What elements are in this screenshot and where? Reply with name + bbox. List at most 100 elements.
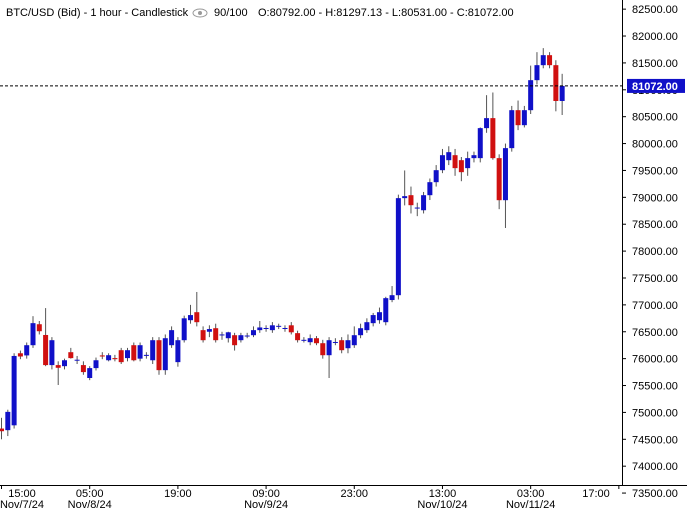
candle-body <box>421 195 427 211</box>
candle-body <box>49 340 55 366</box>
y-tick-label: 74500.00 <box>632 434 678 446</box>
candle-body <box>276 325 282 327</box>
candle-body <box>301 339 307 341</box>
counter: 90/100 <box>214 7 248 19</box>
candle-body <box>471 155 477 159</box>
y-tick-label: 77000.00 <box>632 300 678 312</box>
y-tick-label: 77500.00 <box>632 273 678 285</box>
plot-area <box>0 48 622 440</box>
candle-body <box>118 350 124 363</box>
candle-body <box>124 350 130 359</box>
candle-body <box>181 318 187 341</box>
candle-body <box>458 160 464 173</box>
candle-body <box>194 312 200 323</box>
candle-body <box>175 340 181 363</box>
candle-body <box>17 353 23 357</box>
candle-body <box>395 198 401 296</box>
y-tick-label: 80000.00 <box>632 139 678 151</box>
candle-body <box>370 315 376 324</box>
y-tick-label: 82500.00 <box>632 4 678 16</box>
y-tick-label: 82000.00 <box>632 31 678 43</box>
candle-body <box>540 55 546 66</box>
candle-body <box>313 338 319 344</box>
candle-body <box>68 352 74 359</box>
candle-body <box>351 335 357 346</box>
candle-body <box>452 155 458 169</box>
candle-body <box>521 110 527 126</box>
candle-body <box>263 327 269 329</box>
last-price-label: 81072.00 <box>632 81 678 93</box>
candle-body <box>332 341 338 343</box>
candle-body <box>414 207 420 209</box>
candle-body <box>55 365 61 368</box>
candle-body <box>515 110 521 126</box>
last-price-box <box>627 78 685 93</box>
candle-body <box>162 338 168 371</box>
x-tick-label: 15:00 <box>8 488 36 500</box>
date-tick-label: Nov/9/24 <box>244 499 288 511</box>
candle-body <box>433 170 439 183</box>
date-tick-label: Nov/10/24 <box>417 499 467 511</box>
candle-body <box>295 333 301 341</box>
eye-icon <box>192 8 208 18</box>
x-tick-label: 17:00 <box>582 488 610 500</box>
candle-body <box>376 312 382 321</box>
candle-body <box>93 360 99 369</box>
candle-body <box>402 196 408 199</box>
candle-body <box>238 335 244 341</box>
candle-body <box>131 345 137 361</box>
chart-title: BTC/USD (Bid) - 1 hour - Candlestick <box>6 7 189 19</box>
candle-body <box>534 65 540 81</box>
candle-body <box>345 340 351 349</box>
candle-body <box>446 152 452 161</box>
y-tick-label: 79000.00 <box>632 192 678 204</box>
candle-body <box>502 148 508 201</box>
candle-body <box>427 182 433 196</box>
candle-body <box>143 354 149 356</box>
candle-body <box>383 298 389 323</box>
candle-body <box>553 65 559 101</box>
candle-body <box>269 325 275 331</box>
y-tick-label: 73500.00 <box>632 488 678 500</box>
y-tick-label: 81500.00 <box>632 58 678 70</box>
candle-body <box>5 411 11 431</box>
y-tick-label: 79500.00 <box>632 165 678 177</box>
y-tick-label: 78000.00 <box>632 246 678 258</box>
candle-body <box>257 327 263 331</box>
y-tick-label: 76000.00 <box>632 354 678 366</box>
candle-body <box>213 328 219 341</box>
candle-body <box>80 365 86 373</box>
y-axis: 82500.0082000.0081500.0081000.0080500.00… <box>622 4 678 500</box>
candle-body <box>150 340 156 361</box>
candle-body <box>358 328 364 336</box>
y-tick-label: 76500.00 <box>632 327 678 339</box>
candle-body <box>156 340 162 371</box>
x-tick-label: 03:00 <box>517 488 545 500</box>
candle-body <box>244 335 250 337</box>
x-tick-label: 05:00 <box>76 488 104 500</box>
candle-body <box>250 330 256 336</box>
x-tick-label: 23:00 <box>341 488 369 500</box>
candle-body <box>364 322 370 331</box>
candle-body <box>490 118 496 159</box>
y-tick-label: 75000.00 <box>632 407 678 419</box>
candle-body <box>496 158 502 201</box>
date-tick-label: Nov/8/24 <box>68 499 112 511</box>
date-tick-label: Nov/7/24 <box>0 499 44 511</box>
candle-body <box>99 355 105 357</box>
ohlc-text: O:80792.00 - H:81297.13 - L:80531.00 - C… <box>258 7 514 19</box>
y-tick-label: 80500.00 <box>632 112 678 124</box>
candle-body <box>232 335 238 346</box>
candle-body <box>24 345 30 356</box>
candle-body <box>87 368 93 378</box>
candle-body <box>320 343 326 356</box>
candle-body <box>74 359 80 361</box>
candle-body <box>225 332 231 339</box>
candle-body <box>389 295 395 301</box>
candle-body <box>465 158 471 169</box>
candle-body <box>326 340 332 356</box>
y-tick-label: 74000.00 <box>632 461 678 473</box>
candle-body <box>137 345 143 359</box>
candle-body <box>106 355 112 361</box>
